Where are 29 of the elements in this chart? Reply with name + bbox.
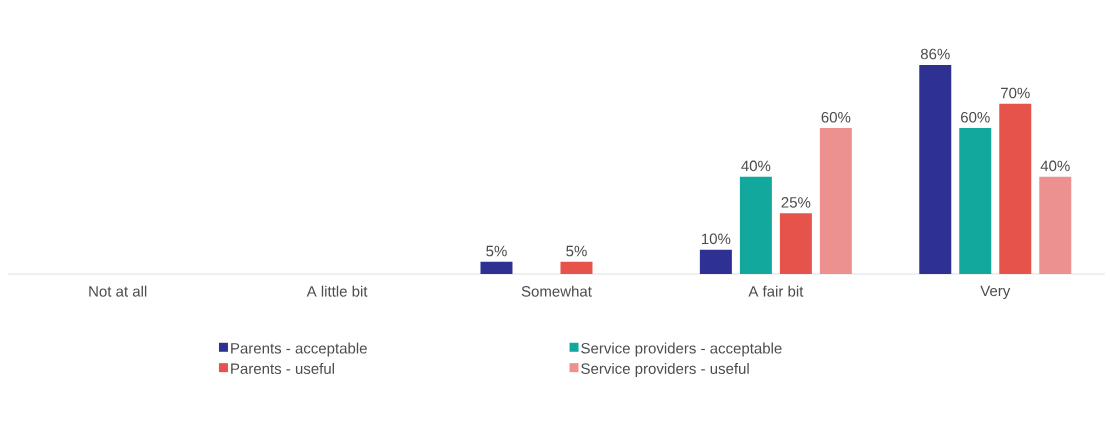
data-label: 86% <box>920 48 950 60</box>
legend-label: Service providers - acceptable <box>581 342 782 357</box>
bar <box>699 249 732 274</box>
bar <box>480 261 513 274</box>
data-label: 40% <box>1040 160 1070 172</box>
bar <box>959 128 992 274</box>
data-label: 70% <box>1001 87 1030 99</box>
bar <box>819 128 852 274</box>
legend-label: Parents - acceptable <box>231 342 367 357</box>
x-tick-label: Very <box>980 285 1011 300</box>
bar <box>560 261 593 274</box>
data-label: 60% <box>961 111 990 123</box>
x-tick-label: A fair bit <box>748 285 804 297</box>
x-tick-label: A little bit <box>306 285 368 297</box>
bar <box>999 103 1032 274</box>
bar <box>1039 176 1072 274</box>
x-tick-label: Not at all <box>89 285 147 297</box>
data-label: 25% <box>781 197 811 208</box>
bar <box>779 213 812 274</box>
bar <box>739 176 772 274</box>
data-label: 5% <box>486 245 507 257</box>
data-label: 60% <box>821 111 851 123</box>
data-label: 10% <box>702 233 731 245</box>
data-label: 40% <box>741 160 771 172</box>
x-tick-label: Somewhat <box>521 285 592 297</box>
data-label: 5% <box>566 245 587 257</box>
legend-label: Service providers - useful <box>581 362 749 377</box>
bar <box>919 64 952 274</box>
legend-label: Parents - useful <box>231 362 334 374</box>
